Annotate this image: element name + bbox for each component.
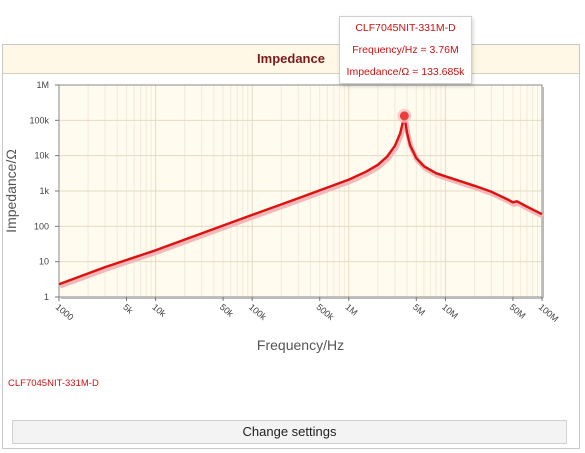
x-tick-label: 50M bbox=[508, 302, 528, 321]
x-tick-label: 1000 bbox=[54, 302, 76, 323]
x-tick-label: 10M bbox=[440, 302, 460, 321]
y-tick-label: 1 bbox=[44, 292, 49, 302]
y-tick-label: 10 bbox=[39, 257, 49, 267]
peak-marker[interactable] bbox=[399, 111, 409, 121]
y-tick-label: 100 bbox=[34, 221, 49, 231]
x-tick-label: 5k bbox=[121, 302, 135, 316]
x-tick-label: 5M bbox=[411, 302, 427, 318]
x-tick-label: 50k bbox=[218, 302, 236, 319]
x-tick-label: 500k bbox=[314, 302, 336, 323]
series-line[interactable] bbox=[58, 114, 543, 286]
series-legend-label[interactable]: CLF7045NIT-331M-D bbox=[8, 378, 99, 389]
tooltip-series-name: CLF7045NIT-331M-D bbox=[355, 22, 456, 34]
x-axis-title: Frequency/Hz bbox=[257, 337, 344, 353]
chart-tooltip: CLF7045NIT-331M-D Frequency/Hz = 3.76M I… bbox=[339, 16, 472, 84]
y-axis-title: Impedance/Ω bbox=[3, 149, 19, 233]
panel-title: Impedance bbox=[3, 45, 579, 74]
y-tick-label: 10k bbox=[34, 151, 49, 161]
x-tick-label: 100k bbox=[247, 302, 269, 323]
tooltip-impedance: Impedance/Ω = 133.685k bbox=[346, 66, 465, 78]
x-tick-label: 100M bbox=[537, 302, 561, 324]
y-tick-label: 100k bbox=[29, 115, 49, 125]
x-tick-label: 1M bbox=[344, 302, 360, 318]
tooltip-frequency: Frequency/Hz = 3.76M bbox=[352, 44, 459, 56]
y-tick-label: 1M bbox=[36, 80, 49, 90]
change-settings-button[interactable]: Change settings bbox=[12, 420, 567, 444]
top-strip bbox=[0, 0, 585, 30]
x-tick-label: 10k bbox=[150, 302, 168, 319]
y-tick-label: 1k bbox=[39, 186, 49, 196]
